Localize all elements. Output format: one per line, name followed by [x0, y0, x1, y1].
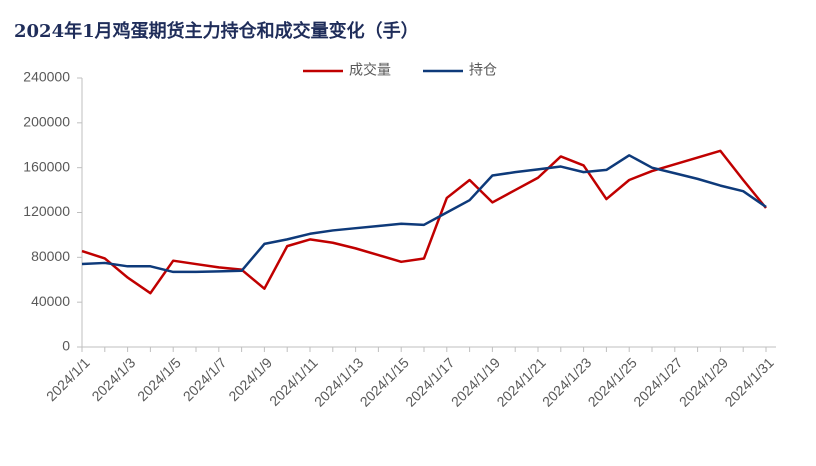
y-tick-label: 160000 — [23, 158, 70, 174]
y-tick-label: 40000 — [31, 293, 70, 309]
y-tick-label: 240000 — [23, 69, 70, 85]
legend-label: 持仓 — [469, 62, 497, 78]
y-tick-label: 80000 — [31, 248, 70, 264]
x-tick-label: 2024/1/25 — [585, 354, 641, 410]
x-tick-label: 2024/1/27 — [630, 354, 686, 410]
x-tick-label: 2024/1/15 — [357, 354, 413, 410]
x-tick-label: 2024/1/5 — [134, 354, 184, 404]
x-tick-label: 2024/1/3 — [88, 354, 138, 404]
x-tick-label: 2024/1/21 — [493, 354, 549, 410]
x-tick-label: 2024/1/1 — [43, 354, 93, 404]
y-tick-label: 0 — [62, 338, 70, 354]
line-series — [81, 154, 767, 274]
chart-title: 2024年1月鸡蛋期货主力持仓和成交量变化（手） — [14, 20, 419, 42]
x-tick-label: 2024/1/7 — [180, 354, 230, 404]
x-tick-label: 2024/1/19 — [448, 354, 504, 410]
line-series — [81, 149, 767, 295]
y-tick-label: 200000 — [23, 114, 70, 130]
y-tick-label: 120000 — [23, 203, 70, 219]
x-tick-label: 2024/1/17 — [402, 354, 458, 410]
x-tick-label: 2024/1/29 — [676, 354, 732, 410]
legend-label: 成交量 — [349, 62, 391, 78]
x-tick-label: 2024/1/31 — [721, 354, 777, 410]
